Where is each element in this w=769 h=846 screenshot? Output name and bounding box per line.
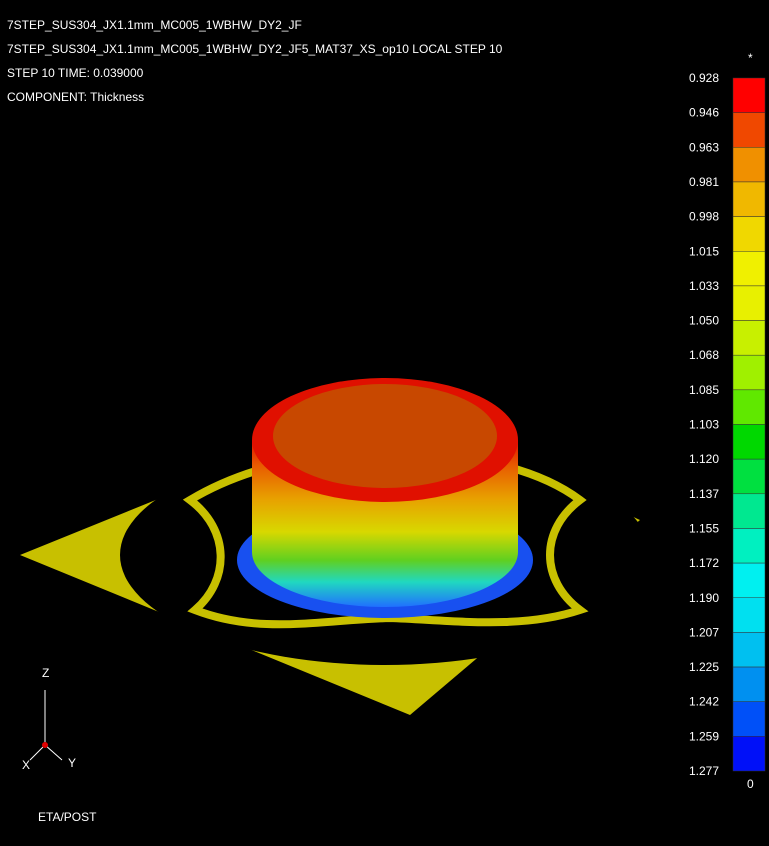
legend-label: 1.190 [689, 591, 719, 605]
legend-swatch [732, 147, 766, 183]
legend-top-marker: * [748, 51, 753, 65]
legend-swatch [732, 701, 766, 737]
legend-swatch [732, 320, 766, 356]
legend: 0.928 0.946 0.963 0.981 0.998 1.015 1.033 1.050… [689, 71, 766, 778]
legend-swatch [732, 736, 766, 772]
y-axis [44, 744, 63, 761]
legend-label: 1.050 [689, 314, 719, 328]
header-line: STEP 10 TIME: 0.039000 [7, 66, 144, 80]
legend-label: 1.207 [689, 625, 719, 639]
legend-label: 1.015 [689, 244, 719, 258]
legend-swatch [732, 528, 766, 564]
model [20, 378, 650, 715]
legend-label: 1.120 [689, 452, 719, 466]
header-line: 7STEP_SUS304_JX1.1mm_MC005_1WBHW_DY2_JF [7, 18, 302, 32]
legend-label: 1.103 [689, 418, 719, 432]
legend-label: 1.033 [689, 279, 719, 293]
footer: ETA/POST [38, 810, 97, 824]
legend-swatch [732, 458, 766, 495]
legend-label: 0.928 [689, 71, 719, 85]
legend-label: 1.242 [689, 695, 719, 709]
legend-label: 1.225 [689, 660, 719, 674]
legend-label: 1.277 [689, 764, 719, 778]
legend-swatch [732, 77, 766, 113]
legend-swatch [732, 666, 766, 702]
legend-swatch [732, 112, 766, 148]
legend-swatch [732, 354, 766, 391]
legend-label: 1.085 [689, 383, 719, 397]
legend-label: 0.946 [689, 106, 719, 120]
legend-label: 0.963 [689, 140, 719, 154]
legend-bottom-marker: 0 [747, 777, 754, 791]
axis-triad: Z X Y [22, 666, 76, 772]
y-label: Y [68, 756, 76, 770]
x-axis [29, 744, 46, 761]
legend-swatch [732, 389, 766, 425]
legend-swatch [732, 216, 766, 252]
cup-top [273, 384, 497, 488]
legend-swatch [732, 493, 766, 529]
origin [42, 742, 48, 748]
z-label: Z [42, 666, 49, 680]
legend-swatch [732, 597, 766, 633]
legend-label: 1.068 [689, 348, 719, 362]
legend-swatch [732, 424, 766, 460]
header: 7STEP_SUS304_JX1.1mm_MC005_1WBHW_DY2_JF 7… [7, 18, 503, 104]
legend-swatch [732, 632, 766, 668]
legend-swatch [732, 285, 766, 321]
legend-label: 1.259 [689, 729, 719, 743]
legend-label: 1.172 [689, 556, 719, 570]
header-line: COMPONENT: Thickness [7, 90, 144, 104]
legend-swatch [732, 251, 766, 287]
legend-label: 0.981 [689, 175, 719, 189]
x-label: X [22, 758, 30, 772]
legend-label: 0.998 [689, 210, 719, 224]
legend-swatch [732, 181, 766, 217]
legend-swatch [732, 562, 766, 598]
legend-label: 1.155 [689, 521, 719, 535]
header-line: 7STEP_SUS304_JX1.1mm_MC005_1WBHW_DY2_JF5… [7, 42, 503, 56]
legend-label: 1.137 [689, 487, 719, 501]
